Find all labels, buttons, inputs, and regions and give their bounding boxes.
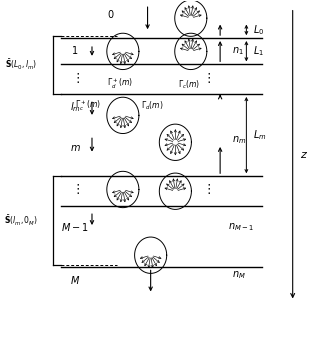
Text: $z$: $z$ bbox=[301, 150, 308, 159]
Text: $n_M$: $n_M$ bbox=[232, 269, 246, 281]
Text: $n_m$: $n_m$ bbox=[232, 135, 247, 146]
Text: $L_0$: $L_0$ bbox=[253, 23, 264, 37]
Text: $M$: $M$ bbox=[70, 274, 80, 286]
Text: $\bar{\mathbf{S}}(l_m,0_M)$: $\bar{\mathbf{S}}(l_m,0_M)$ bbox=[4, 214, 38, 228]
Text: $\Gamma_d^+(m)$: $\Gamma_d^+(m)$ bbox=[107, 77, 133, 91]
Text: 0: 0 bbox=[107, 10, 114, 20]
Text: $\Gamma_d(m)$: $\Gamma_d(m)$ bbox=[141, 99, 164, 112]
Text: $L_1$: $L_1$ bbox=[253, 44, 264, 58]
Text: $l_m$: $l_m$ bbox=[70, 100, 80, 113]
Text: $\vdots$: $\vdots$ bbox=[71, 183, 79, 197]
Text: 1: 1 bbox=[72, 46, 78, 56]
Text: $m$: $m$ bbox=[70, 143, 80, 153]
Text: $\Gamma_c(m)$: $\Gamma_c(m)$ bbox=[178, 78, 201, 91]
Text: $\vdots$: $\vdots$ bbox=[71, 71, 79, 85]
Text: $\bar{\mathbf{S}}(L_0,l_m)$: $\bar{\mathbf{S}}(L_0,l_m)$ bbox=[5, 58, 37, 72]
Text: $\vdots$: $\vdots$ bbox=[202, 71, 211, 85]
Text: $n_1$: $n_1$ bbox=[232, 46, 244, 57]
Text: $M-1$: $M-1$ bbox=[61, 221, 89, 233]
Text: $L_m$: $L_m$ bbox=[253, 128, 266, 142]
Text: $n_{M-1}$: $n_{M-1}$ bbox=[228, 221, 254, 233]
Text: $\Gamma_c^+(m)$: $\Gamma_c^+(m)$ bbox=[75, 99, 101, 113]
Text: $\vdots$: $\vdots$ bbox=[202, 183, 211, 197]
